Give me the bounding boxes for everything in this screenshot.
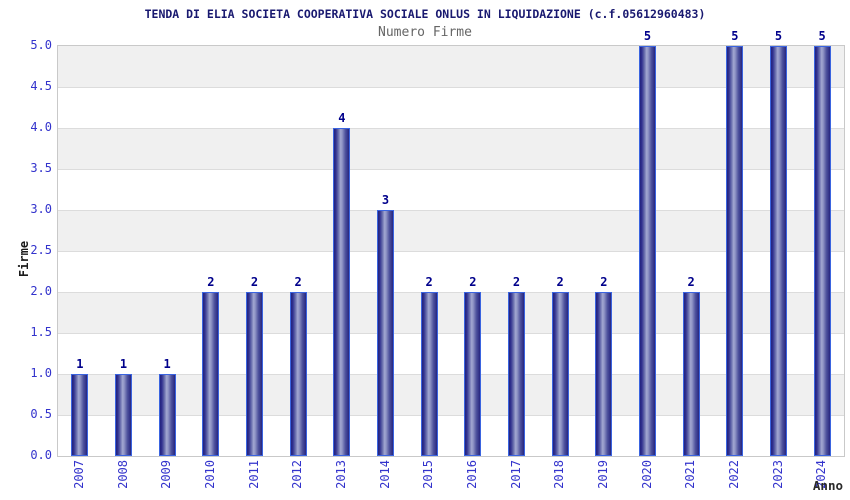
chart-title: TENDA DI ELIA SOCIETA COOPERATIVA SOCIAL… bbox=[144, 7, 706, 21]
bar-2024 bbox=[813, 46, 831, 456]
gridline bbox=[58, 251, 844, 252]
bar-value-label-2009: 1 bbox=[163, 357, 171, 371]
bar-2021 bbox=[682, 292, 700, 456]
x-tick-2016: 2016 bbox=[464, 460, 479, 489]
plot-band bbox=[58, 374, 844, 415]
bar-2023 bbox=[770, 46, 787, 456]
x-tick-2021: 2021 bbox=[683, 460, 698, 489]
y-tick-1.0: 1.0 bbox=[30, 366, 52, 380]
bar-value-label-2015: 2 bbox=[425, 275, 433, 289]
bar-value-label-2018: 2 bbox=[556, 275, 564, 289]
x-tick-2012: 2012 bbox=[290, 460, 305, 489]
bar-value-label-2013: 4 bbox=[338, 111, 346, 125]
bar-2018 bbox=[551, 292, 569, 456]
bar-2013 bbox=[333, 128, 351, 456]
x-tick-2007: 2007 bbox=[71, 460, 86, 489]
gridline bbox=[58, 374, 844, 375]
bar-2009 bbox=[158, 374, 176, 456]
gridline bbox=[58, 128, 844, 129]
bar-2017 bbox=[508, 292, 525, 456]
gridline bbox=[58, 169, 844, 170]
x-tick-2020: 2020 bbox=[639, 460, 654, 489]
x-tick-2022: 2022 bbox=[726, 460, 741, 489]
gridline bbox=[58, 415, 844, 416]
y-tick-2.5: 2.5 bbox=[30, 243, 52, 257]
bar-value-label-2019: 2 bbox=[600, 275, 608, 289]
plot-band bbox=[58, 415, 844, 456]
bar-value-label-2010: 2 bbox=[207, 275, 215, 289]
y-tick-4.0: 4.0 bbox=[30, 120, 52, 134]
plot-band bbox=[58, 292, 844, 333]
bar-value-label-2012: 2 bbox=[294, 275, 302, 289]
y-tick-3.5: 3.5 bbox=[30, 161, 52, 175]
plot-band bbox=[58, 251, 844, 292]
plot-band bbox=[58, 128, 844, 169]
gridline bbox=[58, 292, 844, 293]
bar-value-label-2024: 5 bbox=[818, 29, 826, 43]
x-tick-2010: 2010 bbox=[202, 460, 217, 489]
plot-band bbox=[58, 46, 844, 87]
bar-2022 bbox=[726, 46, 744, 456]
plot-band bbox=[58, 333, 844, 374]
bar-2011 bbox=[246, 292, 263, 456]
y-tick-0.5: 0.5 bbox=[30, 407, 52, 421]
bar-value-label-2007: 1 bbox=[76, 357, 84, 371]
y-tick-3.0: 3.0 bbox=[30, 202, 52, 216]
y-tick-1.5: 1.5 bbox=[30, 325, 52, 339]
bar-2014 bbox=[377, 210, 394, 456]
gridline bbox=[58, 333, 844, 334]
bar-2020 bbox=[639, 46, 656, 456]
gridline bbox=[58, 87, 844, 88]
bar-2010 bbox=[202, 292, 220, 456]
bar-value-label-2022: 5 bbox=[731, 29, 739, 43]
y-tick-5.0: 5.0 bbox=[30, 38, 52, 52]
bar-2019 bbox=[595, 292, 613, 456]
bar-2015 bbox=[420, 292, 438, 456]
plot-band bbox=[58, 87, 844, 128]
x-tick-2013: 2013 bbox=[333, 460, 348, 489]
plot-area: 1 1 1 2 2 2 4 3 2 2 2 2 2 5 2 5 5 5 bbox=[57, 29, 845, 457]
y-tick-4.5: 4.5 bbox=[30, 79, 52, 93]
x-tick-2015: 2015 bbox=[421, 460, 436, 489]
gridline bbox=[58, 210, 844, 211]
x-axis-label: Anno bbox=[812, 478, 843, 493]
x-tick-2023: 2023 bbox=[770, 460, 785, 489]
bar-2007 bbox=[71, 374, 89, 456]
x-tick-2019: 2019 bbox=[595, 460, 610, 489]
x-tick-2008: 2008 bbox=[115, 460, 130, 489]
bar-2016 bbox=[464, 292, 482, 456]
bar-value-label-2016: 2 bbox=[469, 275, 477, 289]
x-tick-2009: 2009 bbox=[159, 460, 174, 489]
bar-value-label-2020: 5 bbox=[643, 29, 652, 43]
plot-band bbox=[58, 169, 844, 210]
bar-2008 bbox=[115, 374, 132, 456]
bar-value-label-2014: 3 bbox=[381, 193, 390, 207]
x-tick-2014: 2014 bbox=[377, 460, 392, 489]
x-tick-2017: 2017 bbox=[508, 460, 523, 489]
bar-value-label-2008: 1 bbox=[119, 357, 128, 371]
x-tick-2018: 2018 bbox=[552, 460, 567, 489]
bar-value-label-2011: 2 bbox=[250, 275, 259, 289]
x-tick-2011: 2011 bbox=[246, 460, 261, 489]
y-tick-2.0: 2.0 bbox=[30, 284, 52, 298]
bar-value-label-2023: 5 bbox=[774, 29, 783, 43]
chart-subtitle: Numero Firme bbox=[378, 25, 472, 40]
y-tick-0.0: 0.0 bbox=[30, 448, 52, 462]
bar-value-label-2017: 2 bbox=[512, 275, 521, 289]
bar-value-label-2021: 2 bbox=[687, 275, 695, 289]
plot-band bbox=[58, 210, 844, 251]
bar-2012 bbox=[289, 292, 307, 456]
